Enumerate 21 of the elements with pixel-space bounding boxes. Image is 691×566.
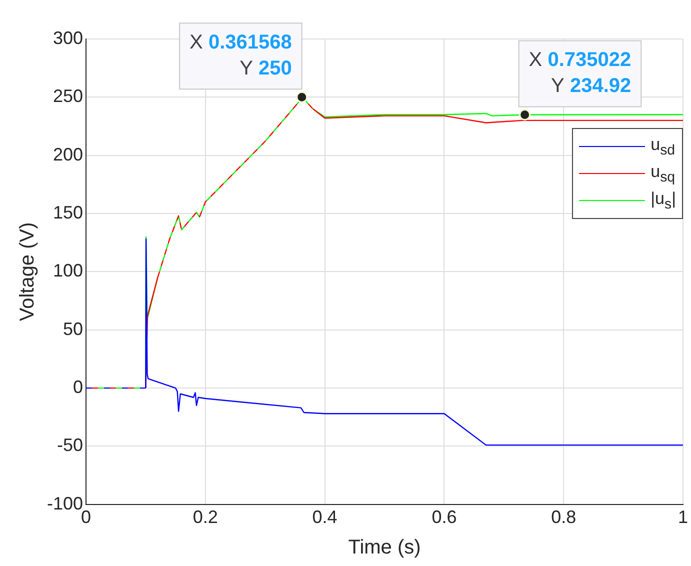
legend-label: u$_{sd}$ (650, 134, 676, 158)
annotation: X 0.735022 Y 234.92 (528, 49, 632, 98)
annotation: X 0.361568 Y 250 (190, 32, 292, 80)
x-tick-label: 0.2 (192, 507, 218, 528)
y-tick-label: 200 (52, 144, 84, 164)
y-tick-label: -50 (57, 435, 84, 456)
y-tick-label: 0 (73, 377, 84, 398)
y-tick-label: 150 (52, 202, 84, 222)
legend-label: |u$_{s}$| (650, 188, 676, 212)
x-axis-title: Time (s) (348, 536, 421, 559)
x-tick-label: 0.6 (432, 507, 457, 528)
y-tick-label: 50 (62, 318, 84, 339)
x-tick-label: 0.4 (312, 507, 338, 528)
y-axis-title: Voltage (V) (16, 222, 39, 322)
x-tick-label: 0.8 (551, 507, 576, 528)
legend-label: u$_{sq}$ (650, 162, 676, 186)
y-tick-label: 100 (52, 260, 84, 281)
y-tick-label: 300 (52, 28, 84, 48)
y-tick-label: -100 (46, 493, 84, 514)
x-tick-label: 1 (678, 507, 688, 528)
y-tick-label: 250 (52, 86, 84, 106)
